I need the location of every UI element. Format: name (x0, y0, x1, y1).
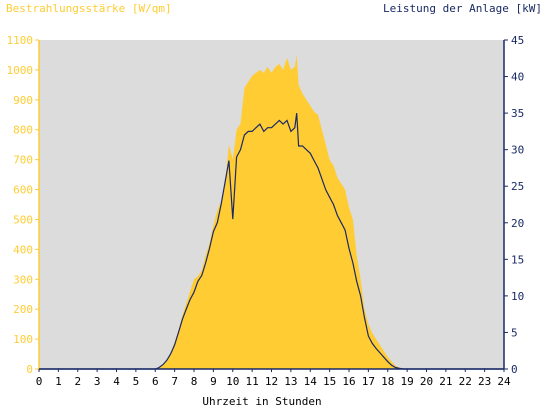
x-tick-label: 8 (191, 375, 198, 388)
x-tick-label: 12 (265, 375, 278, 388)
left-tick-label: 400 (13, 243, 33, 256)
right-tick-label: 5 (511, 326, 518, 339)
right-tick-label: 45 (511, 34, 524, 47)
left-tick-label: 0 (26, 363, 33, 376)
left-tick-label: 1100 (7, 34, 34, 47)
right-tick-label: 10 (511, 290, 524, 303)
x-tick-label: 22 (459, 375, 472, 388)
x-tick-label: 16 (342, 375, 355, 388)
x-tick-label: 11 (246, 375, 259, 388)
x-tick-label: 2 (74, 375, 81, 388)
x-tick-label: 1 (55, 375, 62, 388)
x-tick-label: 3 (94, 375, 101, 388)
x-axis-label: Uhrzeit in Stunden (202, 395, 321, 408)
left-tick-label: 800 (13, 124, 33, 137)
left-tick-label: 1000 (7, 64, 34, 77)
x-tick-label: 19 (401, 375, 414, 388)
power-line (39, 113, 504, 370)
x-tick-label: 5 (133, 375, 140, 388)
x-tick-label: 14 (304, 375, 318, 388)
x-tick-label: 4 (113, 375, 120, 388)
x-tick-label: 9 (210, 375, 217, 388)
right-tick-label: 40 (511, 71, 524, 84)
right-tick-label: 25 (511, 180, 524, 193)
left-tick-label: 600 (13, 184, 33, 197)
right-tick-label: 35 (511, 107, 524, 120)
x-tick-label: 21 (439, 375, 452, 388)
x-tick-label: 15 (323, 375, 336, 388)
x-tick-label: 24 (497, 375, 511, 388)
x-tick-label: 10 (226, 375, 239, 388)
left-tick-label: 300 (13, 273, 33, 286)
left-tick-label: 900 (13, 94, 33, 107)
x-tick-label: 7 (171, 375, 178, 388)
right-tick-label: 20 (511, 217, 524, 230)
left-tick-label: 100 (13, 333, 33, 346)
x-tick-label: 17 (362, 375, 375, 388)
title-left: Bestrahlungsstärke [W/qm] (6, 2, 172, 15)
x-tick-label: 18 (381, 375, 394, 388)
right-tick-label: 30 (511, 144, 524, 157)
x-tick-label: 13 (284, 375, 297, 388)
x-tick-label: 20 (420, 375, 433, 388)
right-tick-label: 15 (511, 253, 524, 266)
x-tick-label: 6 (152, 375, 159, 388)
left-tick-label: 700 (13, 154, 33, 167)
x-tick-label: 23 (478, 375, 491, 388)
left-tick-label: 200 (13, 303, 33, 316)
left-tick-label: 500 (13, 213, 33, 226)
x-tick-label: 0 (36, 375, 43, 388)
right-tick-label: 0 (511, 363, 518, 376)
title-right: Leistung der Anlage [kW] (383, 2, 542, 15)
irradiance-area (39, 55, 504, 369)
